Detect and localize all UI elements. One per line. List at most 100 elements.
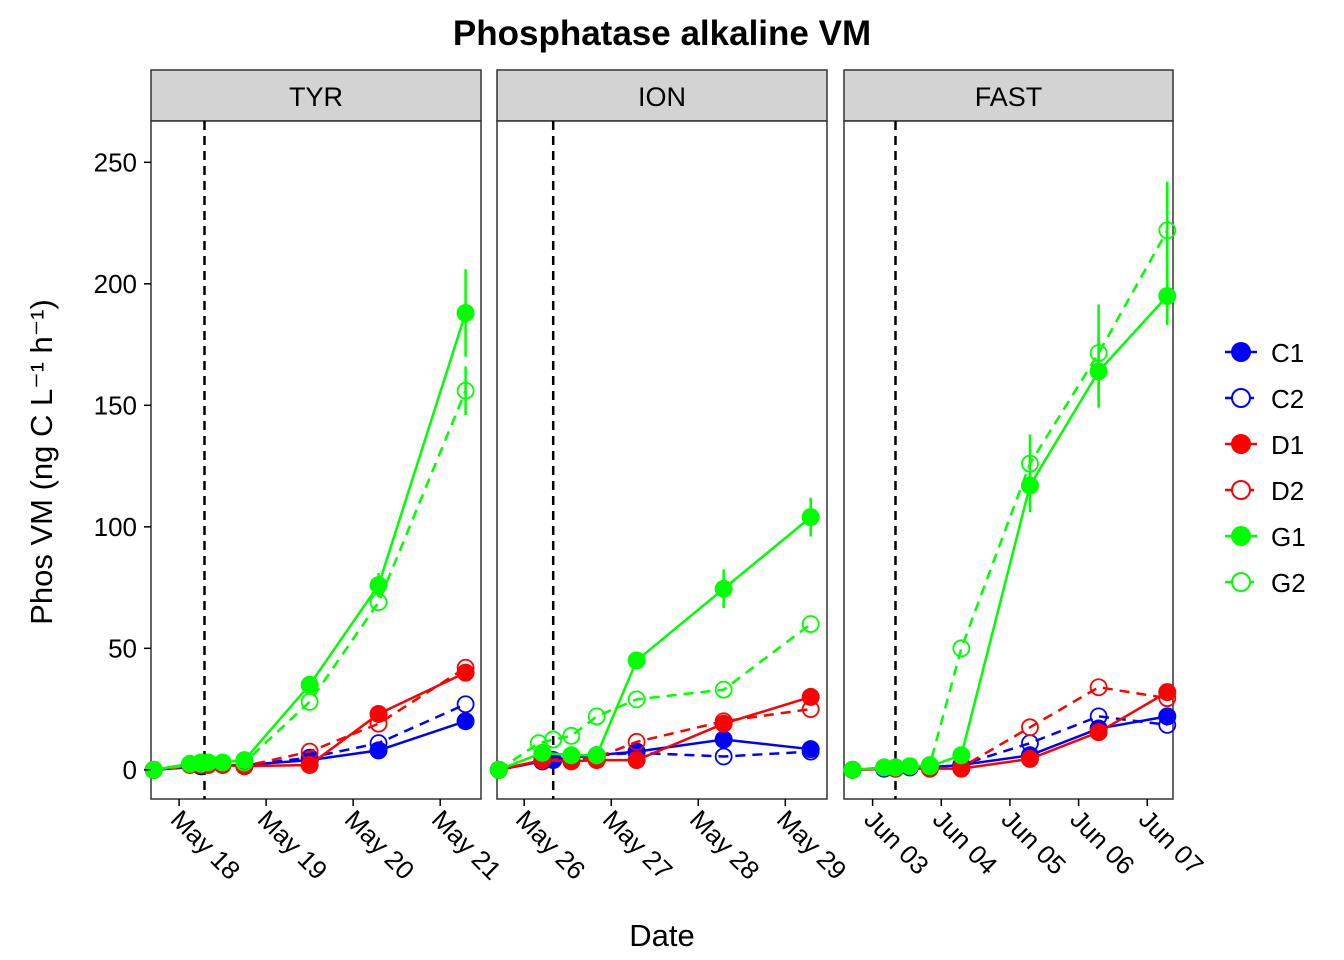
data-point-g1 xyxy=(952,746,971,765)
data-point-g2 xyxy=(562,726,581,745)
data-point-d1 xyxy=(369,704,388,723)
series-line-c2 xyxy=(498,750,811,772)
series-g1 xyxy=(843,266,1177,779)
x-tick-label: May 19 xyxy=(252,804,334,886)
data-point-g2 xyxy=(544,730,563,749)
legend-label: C2 xyxy=(1271,384,1304,414)
data-point-c1 xyxy=(456,712,475,731)
data-point-d1 xyxy=(1158,683,1177,702)
data-point-d1 xyxy=(714,714,733,733)
data-point-g1 xyxy=(587,746,606,765)
data-point-g1 xyxy=(235,751,254,770)
legend-item-c2: C2 xyxy=(1225,384,1304,414)
legend-marker xyxy=(1231,526,1251,546)
x-tick-label: Jun 06 xyxy=(1064,804,1140,880)
y-axis-title-unit-close: ) xyxy=(24,299,59,309)
data-point-d1 xyxy=(300,755,319,774)
panel-strip xyxy=(843,69,1174,122)
data-point-g1 xyxy=(562,746,581,765)
y-tick-label: 250 xyxy=(94,147,137,177)
data-point-g1 xyxy=(801,508,820,527)
legend-label: D1 xyxy=(1271,430,1304,460)
x-tick-label: Jun 03 xyxy=(858,804,934,880)
data-point-d1 xyxy=(627,751,646,770)
y-axis-title-unit: ng C L⁻¹ h⁻¹ xyxy=(24,310,59,481)
x-tick-label: Jun 07 xyxy=(1133,804,1209,880)
x-tick-label: May 18 xyxy=(165,804,247,886)
data-point-g2 xyxy=(587,707,606,726)
data-point-g2 xyxy=(456,381,475,400)
y-tick-label: 50 xyxy=(108,633,137,663)
panel-strip xyxy=(150,69,482,122)
y-axis-title-unit-open: ( xyxy=(24,479,59,499)
data-point-c1 xyxy=(369,741,388,760)
y-axis: 0 50 100 150 200 250 xyxy=(94,147,151,785)
data-point-g2 xyxy=(952,639,971,658)
legend-item-c1: C1 xyxy=(1225,338,1304,368)
data-point-g1 xyxy=(843,760,862,779)
y-tick-label: 100 xyxy=(94,512,137,542)
y-tick-label: 150 xyxy=(94,390,137,420)
data-point-c1 xyxy=(801,740,820,759)
data-point-c1 xyxy=(714,730,733,749)
data-point-g1 xyxy=(199,753,218,772)
y-axis-title: Phos VM (ng C L⁻¹ h⁻¹) xyxy=(24,299,59,625)
data-point-g1 xyxy=(213,753,232,772)
x-axis-title: Date xyxy=(629,918,694,953)
x-tick-label: May 27 xyxy=(597,804,679,886)
data-point-g2 xyxy=(714,680,733,699)
data-point-g1 xyxy=(1089,362,1108,381)
data-point-g1 xyxy=(369,576,388,595)
panel-strip-label: FAST xyxy=(975,82,1043,112)
x-tick-label: May 28 xyxy=(684,804,766,886)
chart-title: Phosphatase alkaline VM xyxy=(453,14,871,53)
data-point-d1 xyxy=(801,687,820,706)
legend-item-g2: G2 xyxy=(1225,568,1306,598)
series-g1 xyxy=(144,269,475,779)
legend-marker xyxy=(1231,388,1251,408)
legend-label: G2 xyxy=(1271,568,1306,598)
data-point-g1 xyxy=(886,758,905,777)
data-point-d2 xyxy=(1021,718,1039,737)
data-point-g1 xyxy=(533,743,552,762)
y-tick-label: 200 xyxy=(94,269,137,299)
data-point-c2 xyxy=(456,695,475,714)
x-tick-label: May 26 xyxy=(510,804,592,886)
data-point-g2 xyxy=(1158,221,1177,240)
data-point-c1 xyxy=(1158,707,1177,726)
panel-tyr: TYR May 18 May 19 May 20 May 21 xyxy=(144,69,508,886)
data-point-g1 xyxy=(900,757,919,776)
data-point-c2 xyxy=(714,747,733,766)
data-point-g1 xyxy=(300,675,319,694)
panel-strip-label: ION xyxy=(638,82,686,112)
x-tick-label: Jun 05 xyxy=(996,804,1072,880)
x-tick-label: May 29 xyxy=(771,804,853,886)
data-point-d1 xyxy=(456,663,475,682)
data-point-d2 xyxy=(627,732,646,751)
data-point-d1 xyxy=(1089,723,1108,742)
data-point-g1 xyxy=(1158,286,1177,305)
legend-item-d1: D1 xyxy=(1225,430,1304,460)
legend-marker xyxy=(1231,342,1251,362)
legend-marker xyxy=(1231,572,1251,592)
legend-item-d2: D2 xyxy=(1225,476,1304,506)
data-point-d1 xyxy=(952,759,971,778)
panel-strip-label: TYR xyxy=(289,82,343,112)
series-line-g2 xyxy=(498,623,812,771)
y-tick-label: 0 xyxy=(123,755,137,785)
data-point-g1 xyxy=(489,760,508,779)
x-tick-label: May 21 xyxy=(426,804,508,886)
legend: C1 C2 D1 D2 G1 G2 xyxy=(1225,338,1306,598)
data-point-d2 xyxy=(1089,678,1108,697)
panel-strip xyxy=(496,69,828,122)
legend-label: G1 xyxy=(1271,522,1306,552)
legend-marker xyxy=(1231,434,1251,454)
data-point-g1 xyxy=(144,760,163,779)
data-point-g1 xyxy=(1020,476,1039,495)
legend-item-g1: G1 xyxy=(1225,522,1306,552)
data-point-g1 xyxy=(714,579,733,598)
legend-label: C1 xyxy=(1271,338,1304,368)
data-point-g2 xyxy=(627,690,646,709)
